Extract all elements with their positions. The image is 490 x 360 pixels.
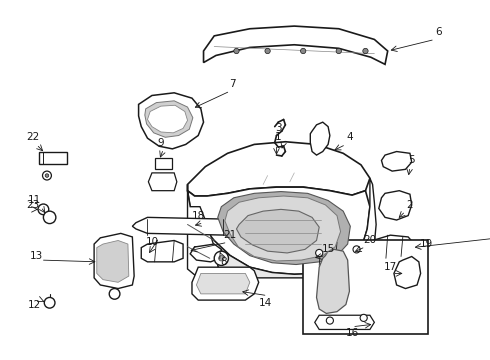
Polygon shape	[190, 244, 221, 262]
Text: 18: 18	[192, 211, 205, 221]
Polygon shape	[141, 240, 183, 262]
Text: 19: 19	[419, 239, 433, 249]
Circle shape	[234, 48, 239, 54]
Text: 16: 16	[345, 328, 359, 338]
Polygon shape	[97, 240, 129, 282]
Text: 13: 13	[30, 251, 43, 261]
Polygon shape	[94, 233, 134, 288]
Polygon shape	[188, 184, 219, 282]
Polygon shape	[196, 273, 250, 294]
Polygon shape	[148, 173, 177, 191]
Polygon shape	[307, 242, 352, 265]
Text: 4: 4	[346, 132, 353, 142]
Polygon shape	[315, 315, 374, 329]
Circle shape	[300, 48, 306, 54]
Circle shape	[360, 314, 367, 321]
Circle shape	[363, 48, 368, 54]
Circle shape	[326, 317, 333, 324]
Polygon shape	[132, 217, 239, 235]
Circle shape	[43, 171, 51, 180]
Circle shape	[265, 48, 270, 54]
Polygon shape	[203, 247, 357, 282]
Circle shape	[214, 251, 228, 265]
Text: 6: 6	[435, 27, 441, 37]
Text: 3: 3	[275, 123, 282, 134]
Polygon shape	[382, 152, 412, 171]
Circle shape	[353, 246, 360, 253]
Circle shape	[316, 249, 323, 257]
Circle shape	[336, 48, 342, 54]
Text: 14: 14	[259, 298, 272, 308]
Polygon shape	[310, 122, 330, 155]
Polygon shape	[379, 191, 412, 220]
Polygon shape	[39, 152, 68, 164]
Polygon shape	[218, 192, 350, 265]
Text: 20: 20	[364, 235, 376, 246]
Polygon shape	[203, 26, 388, 64]
Text: 5: 5	[408, 156, 415, 166]
Text: 23: 23	[26, 200, 39, 210]
Polygon shape	[192, 267, 259, 300]
Bar	[303, 240, 428, 334]
Circle shape	[38, 204, 49, 215]
Text: 8: 8	[220, 257, 226, 267]
Polygon shape	[145, 101, 193, 137]
Text: 10: 10	[146, 237, 158, 247]
Polygon shape	[225, 196, 341, 261]
Text: 7: 7	[229, 79, 235, 89]
Text: 11: 11	[28, 194, 41, 204]
Polygon shape	[139, 93, 203, 149]
Circle shape	[44, 211, 56, 224]
Text: 9: 9	[157, 138, 164, 148]
Text: 2: 2	[407, 200, 413, 210]
Text: 17: 17	[384, 262, 397, 272]
Polygon shape	[188, 142, 370, 196]
Text: 15: 15	[321, 244, 335, 255]
Polygon shape	[147, 105, 188, 133]
Polygon shape	[317, 249, 349, 314]
Text: 22: 22	[26, 132, 39, 142]
Polygon shape	[349, 178, 376, 265]
Text: 21: 21	[223, 230, 237, 240]
Circle shape	[109, 288, 120, 299]
Circle shape	[45, 174, 49, 177]
Circle shape	[44, 297, 55, 308]
Polygon shape	[188, 187, 370, 274]
Text: 12: 12	[28, 300, 41, 310]
Polygon shape	[394, 257, 420, 288]
Text: 1: 1	[275, 132, 282, 142]
Polygon shape	[237, 210, 319, 253]
Circle shape	[219, 256, 224, 261]
Polygon shape	[155, 158, 172, 169]
Polygon shape	[370, 235, 415, 258]
